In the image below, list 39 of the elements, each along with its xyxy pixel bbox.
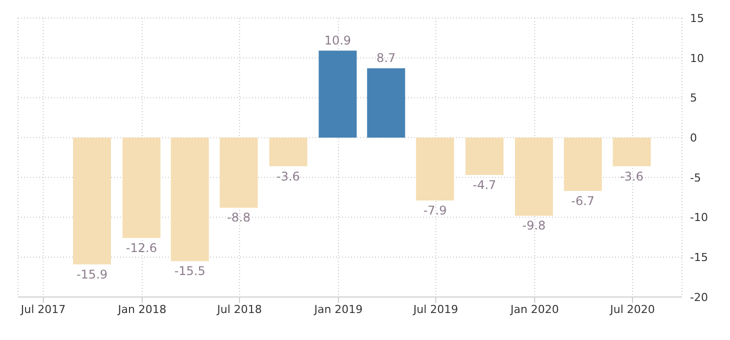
y-tick-label: -5 bbox=[690, 171, 701, 184]
bar bbox=[318, 50, 357, 138]
bar bbox=[416, 138, 454, 201]
data-label: -15.5 bbox=[174, 264, 206, 278]
bar bbox=[367, 68, 406, 138]
bar bbox=[220, 138, 258, 208]
bar bbox=[564, 138, 602, 191]
x-tick-label: Jul 2020 bbox=[609, 302, 655, 316]
y-tick-label: 5 bbox=[690, 92, 697, 105]
x-tick-label: Jul 2017 bbox=[20, 302, 66, 316]
y-tick-label: 15 bbox=[690, 12, 704, 25]
data-label: -6.7 bbox=[571, 194, 595, 208]
data-label: -15.9 bbox=[76, 267, 108, 282]
bar bbox=[465, 138, 504, 176]
data-label: -3.6 bbox=[276, 169, 300, 184]
data-label: -4.7 bbox=[472, 178, 496, 192]
data-label: -3.6 bbox=[620, 169, 644, 184]
bar bbox=[73, 138, 111, 264]
bar bbox=[514, 138, 553, 216]
data-label: -12.6 bbox=[126, 241, 157, 256]
data-label: -8.8 bbox=[227, 210, 250, 225]
data-label: 8.7 bbox=[376, 51, 396, 66]
data-label: -7.9 bbox=[423, 204, 447, 218]
y-tick-label: -10 bbox=[690, 211, 708, 224]
data-label: 10.9 bbox=[324, 34, 352, 48]
bar bbox=[170, 138, 209, 262]
y-tick-label: 0 bbox=[690, 131, 697, 144]
y-tick-label: 10 bbox=[690, 52, 704, 65]
y-tick-label: -20 bbox=[690, 290, 708, 304]
x-tick-label: Jul 2018 bbox=[216, 302, 262, 316]
data-label: -9.8 bbox=[522, 218, 546, 233]
x-tick-label: Jan 2018 bbox=[116, 302, 166, 316]
y-tick-label: -15 bbox=[690, 251, 708, 264]
bar bbox=[122, 138, 160, 238]
x-tick-label: Jul 2019 bbox=[412, 302, 458, 316]
x-tick-label: Jan 2019 bbox=[313, 302, 363, 316]
bar bbox=[612, 138, 651, 166]
bar bbox=[269, 138, 308, 166]
x-tick-label: Jan 2020 bbox=[509, 302, 559, 316]
